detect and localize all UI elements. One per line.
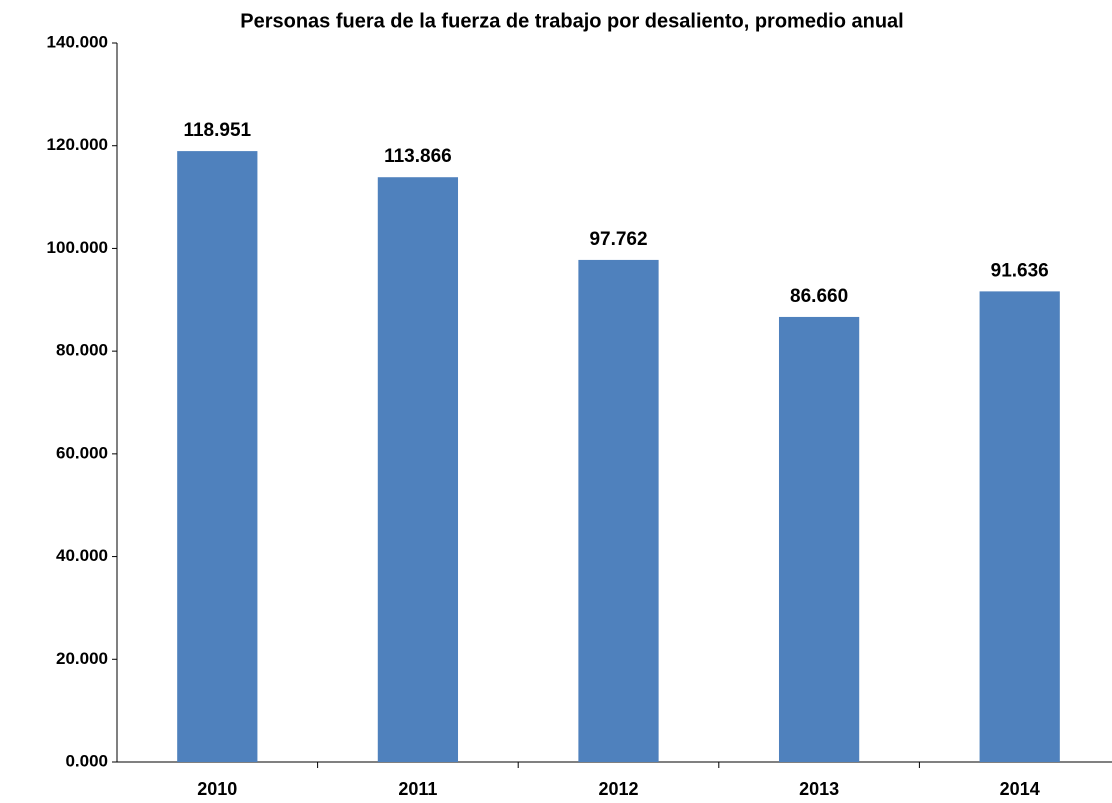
y-tick-label: 140.000 bbox=[47, 32, 108, 51]
y-tick-label: 40.000 bbox=[56, 546, 108, 565]
y-tick-label: 120.000 bbox=[47, 135, 108, 154]
x-tick-label: 2013 bbox=[799, 779, 839, 799]
chart-title: Personas fuera de la fuerza de trabajo p… bbox=[240, 10, 904, 32]
bar bbox=[979, 291, 1060, 762]
x-tick-label: 2010 bbox=[197, 779, 237, 799]
data-label: 97.762 bbox=[589, 229, 647, 250]
data-label: 113.866 bbox=[384, 146, 452, 167]
y-tick-label: 0.000 bbox=[65, 751, 108, 770]
bar bbox=[377, 177, 459, 763]
y-tick-label: 80.000 bbox=[56, 341, 108, 360]
bar bbox=[177, 151, 258, 762]
data-label: 118.951 bbox=[183, 120, 251, 141]
x-tick-label: 2011 bbox=[398, 779, 437, 799]
y-tick-label: 60.000 bbox=[56, 443, 108, 462]
x-tick-label: 2012 bbox=[598, 779, 638, 799]
data-label: 86.660 bbox=[790, 286, 848, 307]
y-tick-label: 20.000 bbox=[56, 649, 108, 668]
x-tick-label: 2014 bbox=[1000, 779, 1040, 799]
data-label: 91.636 bbox=[991, 260, 1049, 281]
bar bbox=[578, 259, 659, 762]
bar bbox=[778, 316, 860, 762]
y-tick-label: 100.000 bbox=[47, 238, 108, 257]
